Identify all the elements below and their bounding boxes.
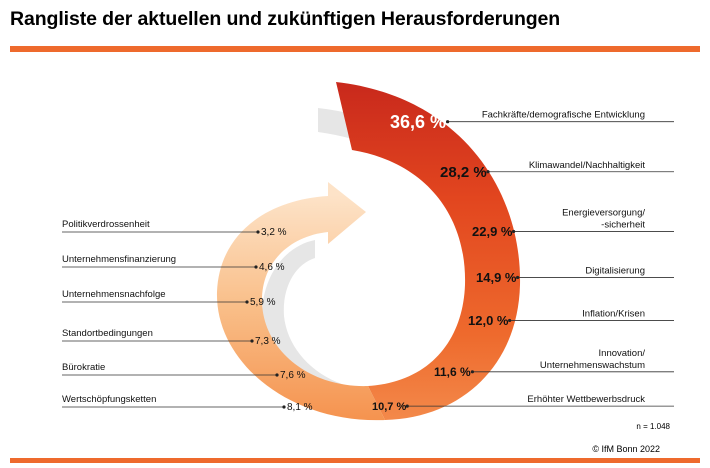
source-credit: © IfM Bonn 2022 <box>592 444 660 454</box>
top-rule <box>10 46 700 52</box>
category-label: Klimawandel/Nachhaltigkeit <box>529 160 646 171</box>
value-label: 7,3 % <box>255 336 281 347</box>
value-label: 5,9 % <box>250 297 276 308</box>
leader-dot <box>250 339 254 343</box>
leader-dot <box>446 120 450 124</box>
sample-size-note: n = 1.048 <box>636 422 670 431</box>
category-label: Unternehmensfinanzierung <box>62 254 176 265</box>
leader-dot <box>516 275 520 280</box>
category-label: Digitalisierung <box>585 265 645 276</box>
category-label: Erhöhter Wettbewerbsdruck <box>527 394 645 405</box>
leader-dot <box>256 230 260 234</box>
category-label: Inflation/Krisen <box>582 308 645 319</box>
leader-dot <box>486 170 490 174</box>
category-label: Unternehmensnachfolge <box>62 289 166 300</box>
leader-dot <box>275 373 279 377</box>
category-label: -sicherheit <box>601 219 645 230</box>
value-label: 14,9 % <box>476 270 517 285</box>
category-label: Politikverdrossenheit <box>62 219 150 230</box>
bottom-rule <box>10 458 700 463</box>
leader-dot <box>254 265 258 269</box>
leader-dot <box>245 300 249 304</box>
value-label: 7,6 % <box>280 370 306 381</box>
leader-dot <box>470 370 474 374</box>
value-label: 11,6 % <box>434 365 471 379</box>
category-label: Energieversorgung/ <box>562 207 645 218</box>
spiral-inner-band <box>216 182 385 421</box>
value-label: 22,9 % <box>472 224 513 239</box>
category-label: Unternehmenswachstum <box>540 360 645 371</box>
value-label: 10,7 % <box>372 401 406 413</box>
category-label: Bürokratie <box>62 362 105 373</box>
category-label: Wertschöpfungsketten <box>62 394 156 405</box>
value-label: 36,6 % <box>390 112 446 132</box>
category-label: Fachkräfte/demografische Entwicklung <box>482 110 645 121</box>
spiral-outer-band <box>336 82 521 420</box>
value-label: 4,6 % <box>259 262 285 273</box>
category-label: Innovation/ <box>599 348 646 359</box>
leader-dot <box>508 318 512 323</box>
value-label: 12,0 % <box>468 313 509 328</box>
leader-dot <box>282 405 286 409</box>
value-label: 8,1 % <box>287 402 313 413</box>
leader-dot <box>405 404 409 408</box>
value-label: 3,2 % <box>261 227 287 238</box>
leader-dot <box>511 229 516 234</box>
value-label: 28,2 % <box>440 164 487 181</box>
chart-title: Rangliste der aktuellen und zukünftigen … <box>10 8 561 30</box>
category-label: Standortbedingungen <box>62 328 153 339</box>
